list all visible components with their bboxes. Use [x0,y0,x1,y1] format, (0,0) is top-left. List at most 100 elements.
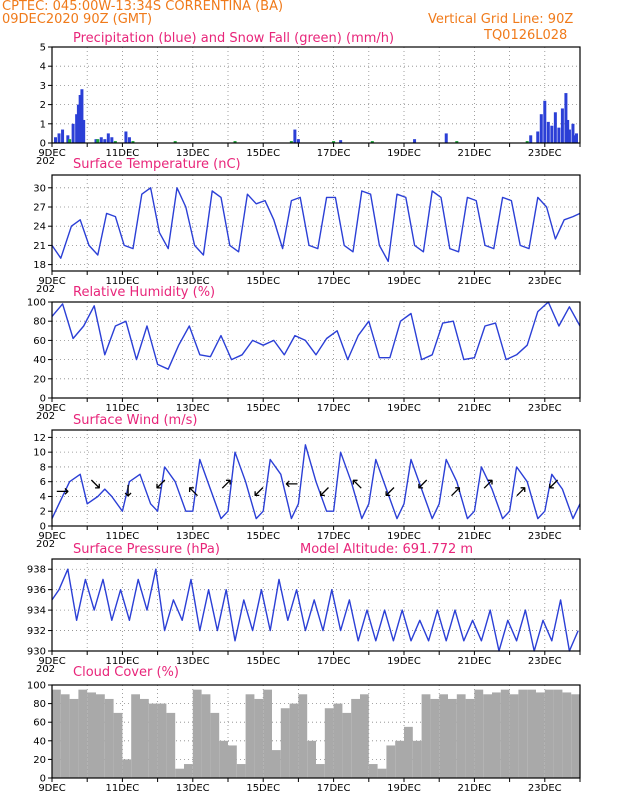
cloud-bar [448,698,457,778]
precip-bar [57,133,61,143]
cloud-bar [412,740,422,778]
snow-bar [370,141,374,143]
y-tick-label: 60 [33,718,46,729]
y-tick-label: 938 [27,565,46,576]
y-tick-label: 100 [27,681,46,692]
precip-bar [103,139,107,143]
y-tick-label: 40 [33,355,46,366]
x-tick-label: 15DEC [246,276,280,287]
precip-bar [61,129,65,143]
panel-title: Precipitation (blue) and Snow Fall (gree… [73,31,394,46]
cloud-bar [509,694,519,778]
y-tick-label: 936 [27,585,46,596]
x-tick-label: 13DEC [176,531,210,542]
cloud-bar [492,692,501,778]
wind-arrow: ↙ [416,474,429,493]
wind-arrow: ↙ [252,481,265,500]
precip-bar [553,112,557,143]
panel-1 [48,46,581,147]
cloud-bar [201,694,211,778]
cloud-bar [544,689,554,778]
cloud-bar [395,740,404,778]
model-altitude: Model Altitude: 691.772 m [300,542,473,557]
cloud-bar [210,712,220,778]
panel-title: Cloud Cover (%) [73,665,179,680]
cloud-bar [298,694,308,778]
x-tick-label: 11DEC [106,148,140,159]
cloud-bar [113,712,123,778]
cloud-bar [131,694,140,778]
y-tick-label: 24 [33,222,46,233]
cloud-bar [342,712,352,778]
y-tick-label: 27 [33,203,46,214]
precip-bar [529,135,533,143]
x-tick-label: 23DEC [528,276,562,287]
precip-bar [413,139,417,143]
x-tick-label: 19DEC [387,531,421,542]
precip-bar [94,139,98,143]
snow-bar [289,141,293,143]
panel-frame [51,301,581,399]
precip-bar [543,100,547,143]
precip-bar [296,139,300,143]
x-tick-label: 21DEC [458,148,492,159]
x-tick-label: 15DEC [246,656,280,667]
x-tick-label: 19DEC [387,148,421,159]
series-line [51,187,581,263]
cloud-bar [483,694,492,778]
y-tick-label: 40 [33,736,46,747]
panel-title: Surface Temperature (nC) [73,157,241,172]
precip-bar [293,129,297,143]
cloud-bar [157,703,167,778]
cloud-bar [272,750,281,778]
precip-bar [76,104,80,143]
panel-3 [48,301,581,402]
cloud-bar [236,764,246,778]
x-tick-label: 17DEC [317,656,351,667]
y-tick-label: 10 [33,448,46,459]
snow-bar [173,141,177,143]
y-tick-label: 21 [33,241,46,252]
cloud-bar [228,745,237,778]
y-tick-label: 2 [40,100,46,111]
precip-bar [127,137,131,143]
snow-bar [455,141,459,143]
wind-arrow: ↙ [547,474,560,493]
cloud-bar [254,698,264,778]
panel-frame [51,429,581,527]
x-tick-label: 9DEC [38,531,65,542]
x-tick-label: 19DEC [387,403,421,414]
cloud-bar [122,759,132,778]
series-line [51,444,581,520]
x-tick-label: 13DEC [176,148,210,159]
x-tick-label: 21DEC [458,403,492,414]
y-tick-label: 30 [33,183,46,194]
cloud-bar [263,689,272,778]
x-tick-label: 21DEC [458,531,492,542]
x-tick-label: 21DEC [458,783,492,794]
precip-bar [546,121,550,143]
precip-bar [571,123,575,143]
y-tick-label: 80 [33,699,46,710]
run-date: 09DEC2020 90Z (GMT) [2,12,153,27]
snow-bar [113,141,117,143]
cloud-bar [307,740,316,778]
panel-title: Relative Humidity (%) [73,285,215,300]
x-tick-label: 9DEC [38,403,65,414]
cloud-bar [360,694,369,778]
precip-bar [539,114,543,143]
snow-bar [68,139,72,143]
panel-title: Surface Pressure (hPa) [73,542,220,557]
y-tick-label: 3 [40,81,46,92]
cloud-bar [166,712,176,778]
x-tick-label: 23DEC [528,403,562,414]
cloud-bar [456,694,466,778]
panel-frame [51,684,581,779]
y-tick-label: 20 [33,374,46,385]
cloud-bar [351,698,360,778]
year-fragment: 202 [36,539,55,550]
x-tick-label: 15DEC [246,148,280,159]
y-tick-label: 934 [27,606,46,617]
wind-arrow: ↗ [220,474,233,493]
y-tick-label: 4 [40,62,46,73]
